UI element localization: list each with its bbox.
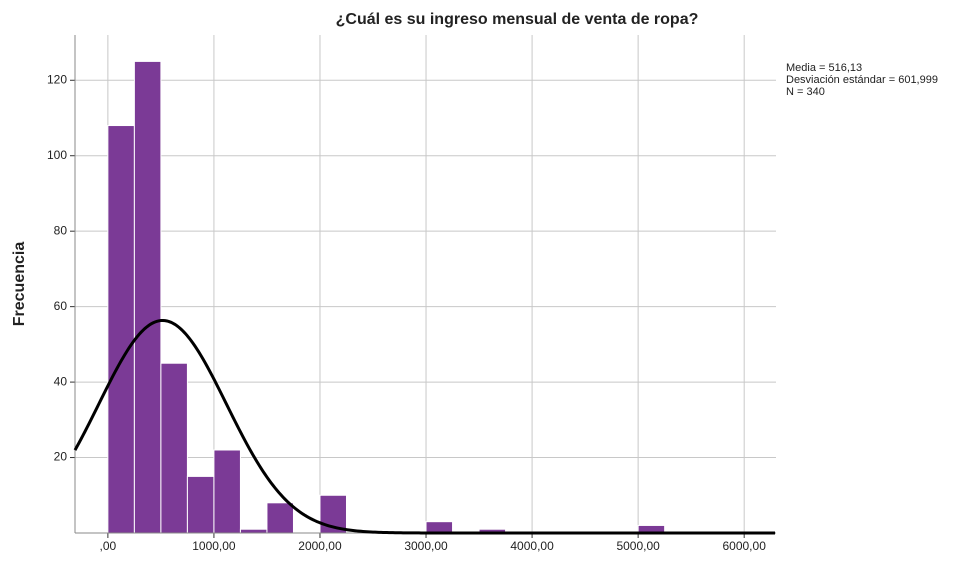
bar	[107, 125, 135, 534]
x-tick-label: 6000,00	[722, 539, 766, 553]
bar	[160, 362, 188, 534]
bar	[266, 502, 294, 534]
bar	[425, 521, 454, 534]
chart-title: ¿Cuál es su ingreso mensual de venta de …	[336, 11, 699, 28]
stats-label: Media = 516,13	[786, 62, 862, 74]
x-tick-label: 4000,00	[510, 539, 554, 553]
x-tick-label: 3000,00	[404, 539, 448, 553]
bar	[133, 60, 162, 534]
x-tick-label: 2000,00	[298, 539, 342, 553]
y-tick-label: 120	[47, 72, 67, 86]
x-tick-label: 5000,00	[616, 539, 660, 553]
y-tick-label: 80	[54, 223, 68, 237]
stats-label: Desviación estándar = 601,999	[786, 74, 938, 86]
y-tick-label: 100	[47, 148, 67, 162]
y-tick-label: 40	[54, 374, 68, 388]
bar	[319, 494, 347, 534]
x-tick-label: 1000,00	[192, 539, 236, 553]
y-tick-label: 60	[54, 299, 68, 313]
bar	[213, 449, 241, 534]
x-tick-label: ,00	[100, 539, 117, 553]
bar	[239, 528, 268, 534]
y-tick-label: 20	[54, 450, 68, 464]
stats-label: N = 340	[786, 86, 825, 98]
bar	[186, 475, 215, 534]
y-axis-label: Frecuencia	[11, 242, 28, 327]
normal-curve	[73, 318, 775, 535]
